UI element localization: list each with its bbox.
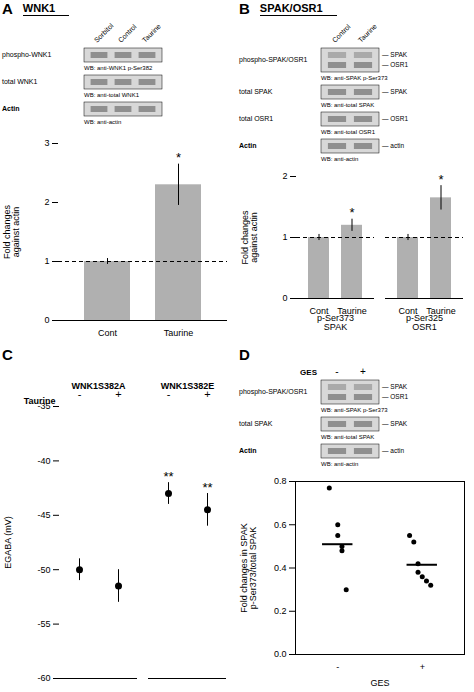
svg-text:WNK1S382E: WNK1S382E (160, 380, 215, 391)
svg-text:+: + (420, 662, 425, 672)
svg-text:-40: -40 (37, 456, 50, 466)
svg-text:-: - (167, 388, 171, 400)
html-text:A: A (2, 0, 13, 17)
svg-text:-: - (336, 662, 339, 672)
html-text:D: D (239, 346, 250, 363)
svg-text:3: 3 (44, 138, 49, 148)
svg-text:0: 0 (282, 293, 287, 303)
html-text:p-Ser373: p-Ser373 (317, 312, 354, 323)
svg-text:**: ** (202, 480, 212, 495)
html-text:SPAK: SPAK (323, 321, 348, 332)
svg-text:Cont: Cont (98, 328, 118, 338)
svg-text:0: 0 (44, 315, 49, 325)
svg-text:Taurine: Taurine (337, 306, 367, 316)
svg-text:Taurine: Taurine (426, 306, 456, 316)
svg-text:0.0: 0.0 (274, 649, 287, 659)
svg-text:Sorbitol: Sorbitol (93, 22, 115, 44)
svg-text:Actin: Actin (2, 105, 20, 112)
svg-text:— SPAK: — SPAK (382, 383, 408, 390)
svg-text:Control: Control (117, 22, 138, 43)
svg-text:-60: -60 (37, 673, 50, 683)
svg-text:— SPAK: — SPAK (382, 420, 408, 427)
svg-text:— OSR1: — OSR1 (382, 393, 408, 400)
svg-text:phospho-WNK1: phospho-WNK1 (2, 51, 52, 59)
svg-text:2: 2 (44, 197, 49, 207)
svg-text:Taurine: Taurine (164, 328, 194, 338)
svg-text:0.4: 0.4 (274, 563, 287, 573)
svg-text:WB: anti-actin: WB: anti-actin (321, 461, 358, 467)
html-text:C: C (2, 346, 13, 363)
html-text:SPAK/OSR1: SPAK/OSR1 (259, 2, 323, 14)
svg-text:Control: Control (331, 22, 352, 43)
svg-text:-45: -45 (37, 510, 50, 520)
svg-text:Fold changesagainst actin: Fold changesagainst actin (2, 204, 21, 259)
svg-text:Fold changesagainst actin: Fold changesagainst actin (240, 210, 259, 265)
svg-text:WB: anti-total WNK1: WB: anti-total WNK1 (84, 92, 140, 98)
svg-text:*: * (349, 205, 354, 220)
svg-text:Actin: Actin (239, 447, 257, 454)
html-text:OSR1: OSR1 (412, 321, 437, 332)
svg-text:1: 1 (282, 232, 287, 242)
svg-text:0.2: 0.2 (274, 606, 287, 616)
svg-text:Cont: Cont (398, 306, 418, 316)
svg-text:phospho-SPAK/OSR1: phospho-SPAK/OSR1 (239, 56, 307, 64)
svg-text:-35: -35 (37, 401, 51, 412)
svg-text:-: - (335, 366, 338, 377)
svg-text:-: - (78, 388, 82, 400)
svg-text:0.8: 0.8 (274, 476, 287, 486)
svg-text:WB: anti-SPAK p-Ser373: WB: anti-SPAK p-Ser373 (321, 407, 388, 413)
svg-text:Actin: Actin (239, 142, 257, 149)
svg-text:WNK1S382A: WNK1S382A (71, 380, 126, 391)
svg-text:— OSR1: — OSR1 (382, 61, 408, 68)
svg-text:WB: anti-SPAK p-Ser373: WB: anti-SPAK p-Ser373 (321, 75, 388, 81)
svg-text:Taurine: Taurine (357, 22, 378, 43)
svg-text:total WNK1: total WNK1 (2, 78, 38, 85)
html-text:B: B (239, 0, 250, 17)
svg-text:— actin: — actin (382, 447, 404, 454)
html-text:p-Ser325: p-Ser325 (406, 312, 443, 323)
svg-text:GES: GES (300, 368, 318, 377)
svg-text:*: * (438, 172, 443, 187)
svg-text:WB: anti-total OSR1: WB: anti-total OSR1 (321, 129, 376, 135)
svg-text:WB: anti-total SPAK: WB: anti-total SPAK (321, 102, 374, 108)
svg-text:phospho-SPAK/OSR1: phospho-SPAK/OSR1 (239, 388, 307, 396)
svg-text:EGABA (mV): EGABA (mV) (3, 516, 13, 569)
svg-text:— actin: — actin (382, 142, 404, 149)
html-text:WNK1: WNK1 (22, 2, 56, 14)
svg-text:WB: anti-actin: WB: anti-actin (321, 156, 358, 162)
svg-text:1: 1 (44, 256, 49, 266)
svg-text:-55: -55 (37, 619, 50, 629)
svg-text:*: * (176, 150, 181, 165)
svg-text:0.6: 0.6 (274, 520, 287, 530)
svg-text:— SPAK: — SPAK (382, 51, 408, 58)
svg-text:WB: anti-actin: WB: anti-actin (84, 119, 121, 125)
svg-text:Fold changes in SPAKp-Ser373/t: Fold changes in SPAKp-Ser373/total SPAK (239, 523, 258, 612)
svg-text:GES: GES (370, 678, 389, 688)
svg-text:Taurine: Taurine (24, 396, 56, 406)
svg-text:total SPAK: total SPAK (239, 420, 273, 427)
svg-text:WB: anti-WNK1 p-Ser382: WB: anti-WNK1 p-Ser382 (84, 65, 153, 71)
svg-text:+: + (360, 366, 366, 377)
svg-text:Cont: Cont (309, 306, 329, 316)
svg-text:total SPAK: total SPAK (239, 88, 273, 95)
svg-text:+: + (204, 388, 210, 400)
svg-text:total OSR1: total OSR1 (239, 115, 273, 122)
svg-text:WB: anti-total SPAK: WB: anti-total SPAK (321, 434, 374, 440)
svg-text:— OSR1: — OSR1 (382, 115, 408, 122)
svg-text:2: 2 (282, 171, 287, 181)
svg-text:Taurine: Taurine (141, 22, 162, 43)
svg-text:**: ** (163, 469, 173, 484)
svg-text:-50: -50 (37, 565, 50, 575)
svg-text:— SPAK: — SPAK (382, 88, 408, 95)
svg-text:+: + (115, 388, 121, 400)
